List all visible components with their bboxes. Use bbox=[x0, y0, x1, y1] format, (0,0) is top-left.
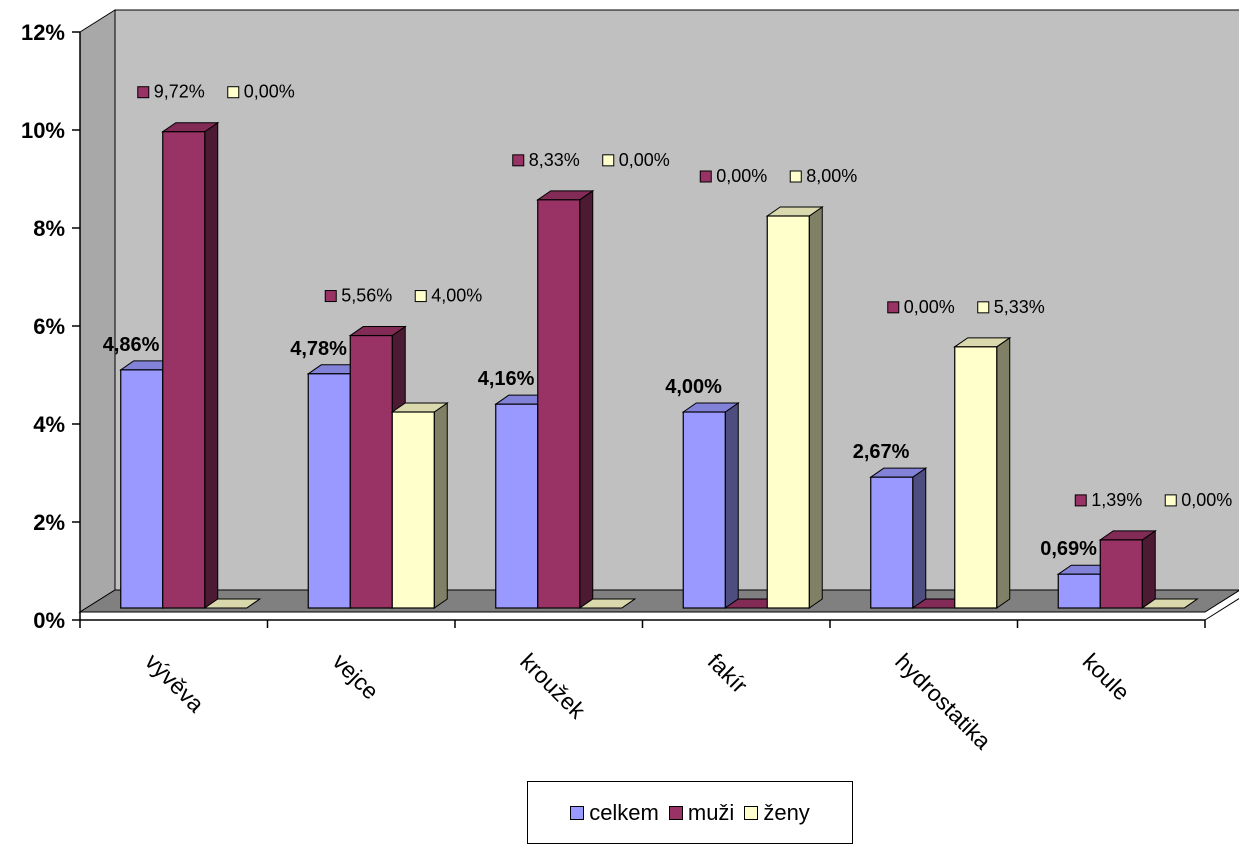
data-label-swatch-muzi bbox=[324, 290, 337, 303]
data-label-swatch-muzi bbox=[1074, 494, 1087, 507]
data-label-zeny: 8,00% bbox=[806, 166, 857, 186]
data-label-zeny: 5,33% bbox=[994, 297, 1045, 317]
legend-swatch-celkem bbox=[570, 805, 585, 820]
legend-swatch-zeny bbox=[744, 805, 759, 820]
bar-ženy bbox=[953, 336, 1012, 609]
x-axis-depth bbox=[1204, 598, 1239, 621]
legend-item-celkem: celkem bbox=[570, 800, 659, 826]
data-label-muzi: 1,39% bbox=[1091, 490, 1142, 510]
data-label-celkem: 4,78% bbox=[290, 338, 347, 360]
chart-side-wall bbox=[79, 9, 116, 613]
legend-label-celkem: celkem bbox=[589, 799, 659, 825]
y-tick-label: 6% bbox=[33, 314, 65, 339]
bar-muži bbox=[1098, 529, 1157, 609]
legend-label-zeny: ženy bbox=[763, 799, 810, 825]
x-tick-label: fakír bbox=[703, 648, 753, 698]
data-label-muzi: 9,72% bbox=[154, 82, 205, 102]
legend-swatch-muzi bbox=[668, 805, 683, 820]
data-label-celkem: 2,67% bbox=[853, 441, 910, 463]
y-tick-label: 4% bbox=[33, 412, 65, 437]
data-label-muzi: 0,00% bbox=[716, 166, 767, 186]
y-tick-label: 2% bbox=[33, 510, 65, 535]
y-tick-label: 0% bbox=[33, 608, 65, 633]
data-label-zeny: 0,00% bbox=[619, 150, 670, 170]
data-label-celkem: 4,86% bbox=[103, 334, 160, 356]
data-label-zeny: 0,00% bbox=[1181, 490, 1232, 510]
data-label-celkem: 4,00% bbox=[665, 376, 722, 398]
bar-muži bbox=[161, 121, 220, 609]
x-tick-label: vejce bbox=[328, 648, 384, 704]
bar-ženy bbox=[390, 402, 449, 609]
data-label-swatch-zeny bbox=[227, 86, 240, 99]
bar-ženy bbox=[765, 206, 824, 609]
data-label-muzi: 5,56% bbox=[341, 286, 392, 306]
y-tick-label: 8% bbox=[33, 216, 65, 241]
bar-ženy bbox=[1140, 598, 1199, 609]
data-label-muzi: 8,33% bbox=[529, 150, 580, 170]
x-tick-label: vývěva bbox=[140, 648, 209, 717]
data-label-celkem: 0,69% bbox=[1040, 538, 1097, 560]
bar-muži bbox=[536, 189, 595, 609]
legend-item-muzi: muži bbox=[668, 799, 735, 826]
y-tick-label: 12% bbox=[21, 20, 65, 45]
bar-ženy bbox=[203, 598, 262, 609]
data-label-swatch-muzi bbox=[512, 154, 525, 167]
bar-ženy bbox=[578, 598, 637, 609]
x-tick-label: kroužek bbox=[515, 648, 591, 724]
x-tick-label: koule bbox=[1078, 648, 1135, 705]
y-tick-label: 10% bbox=[21, 118, 65, 143]
data-label-swatch-muzi bbox=[137, 86, 150, 99]
data-label-zeny: 0,00% bbox=[244, 82, 295, 102]
x-tick-label: hydrostatika bbox=[890, 648, 996, 754]
bar-celkem bbox=[869, 467, 928, 609]
bar-celkem bbox=[681, 402, 740, 609]
legend-label-muzi: muži bbox=[687, 799, 735, 825]
data-label-swatch-zeny bbox=[1164, 494, 1177, 507]
legend: celkem muži ženy bbox=[527, 781, 853, 844]
data-label-zeny: 4,00% bbox=[431, 286, 482, 306]
data-label-swatch-muzi bbox=[699, 170, 712, 183]
data-label-swatch-zeny bbox=[602, 154, 615, 167]
data-label-swatch-muzi bbox=[887, 301, 900, 314]
data-label-swatch-zeny bbox=[977, 301, 990, 314]
data-label-muzi: 0,00% bbox=[904, 297, 955, 317]
data-label-celkem: 4,16% bbox=[478, 368, 535, 390]
legend-item-zeny: ženy bbox=[744, 799, 810, 826]
data-label-swatch-zeny bbox=[414, 290, 427, 303]
data-label-swatch-zeny bbox=[789, 170, 802, 183]
